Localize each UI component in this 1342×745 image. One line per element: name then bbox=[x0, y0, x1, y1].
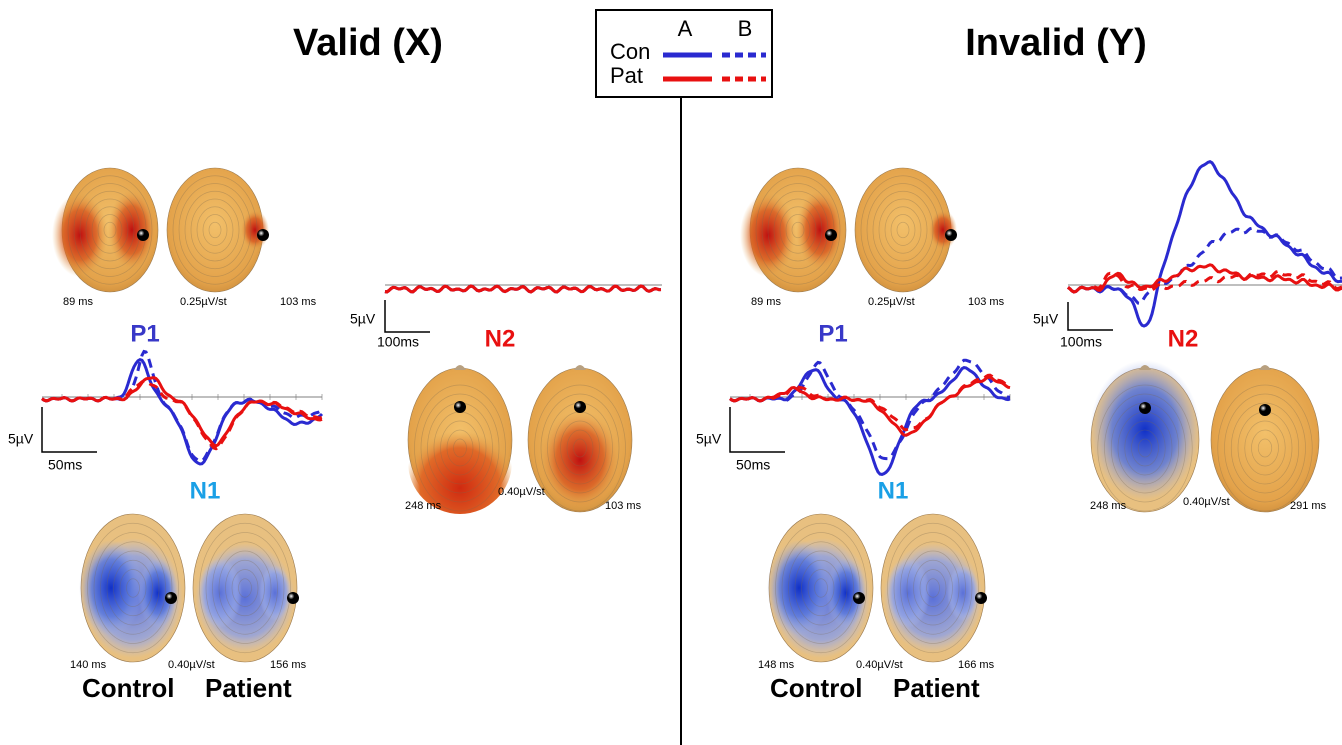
latency: 166 ms bbox=[958, 659, 995, 671]
component-label: P1 bbox=[818, 320, 847, 347]
scalp-map bbox=[1211, 368, 1319, 512]
scalp-activity bbox=[796, 190, 844, 270]
scalp-activity bbox=[108, 190, 156, 270]
latency: 156 ms bbox=[270, 659, 307, 671]
latency: 148 ms bbox=[758, 659, 795, 671]
nose bbox=[574, 365, 586, 370]
latency: 103 ms bbox=[280, 296, 317, 308]
electrode bbox=[137, 229, 149, 241]
electrode bbox=[1259, 404, 1271, 416]
component-label: P1 bbox=[130, 320, 159, 347]
waveform bbox=[730, 375, 1010, 430]
latency: 89 ms bbox=[751, 296, 781, 308]
nose bbox=[1259, 365, 1271, 370]
waveform bbox=[1068, 162, 1342, 326]
group-label: Patient bbox=[205, 673, 292, 703]
electrode bbox=[1139, 402, 1151, 414]
legend-column: B bbox=[738, 16, 753, 41]
scale-time: 100ms bbox=[1060, 334, 1102, 350]
panel: Invalid (Y) 89 ms 103 ms 0.25µV/st P1 5µV 50ms… bbox=[696, 22, 1342, 703]
panel: Valid (X) 89 ms 103 ms 0.25µV/st P1 5µV 50ms N1… bbox=[8, 22, 662, 703]
latency: 89 ms bbox=[63, 296, 93, 308]
scale-amplitude: 5µV bbox=[696, 431, 722, 447]
component-label: N2 bbox=[485, 325, 516, 352]
scale-bar bbox=[42, 407, 97, 452]
electrode bbox=[287, 592, 299, 604]
figure: A B Con Pat Valid (X) 89 ms 103 ms 0.25µV/s… bbox=[0, 0, 1342, 745]
map-scale: 0.25µV/st bbox=[868, 296, 915, 308]
scalp-activity bbox=[408, 410, 512, 514]
scale-bar bbox=[385, 300, 430, 332]
scale-time: 100ms bbox=[377, 334, 419, 350]
scalp-activity bbox=[259, 565, 291, 621]
electrode bbox=[853, 592, 865, 604]
group-label: Control bbox=[82, 673, 174, 703]
waveform bbox=[730, 360, 1010, 458]
component-label: N1 bbox=[190, 477, 221, 504]
map-scale: 0.40µV/st bbox=[856, 659, 903, 671]
component-label: N1 bbox=[878, 477, 909, 504]
legend-column: A bbox=[678, 16, 693, 41]
scale-amplitude: 5µV bbox=[8, 431, 34, 447]
group-label: Control bbox=[770, 673, 862, 703]
scale-time: 50ms bbox=[736, 457, 770, 473]
waveform bbox=[730, 368, 1010, 475]
legend-row: Con bbox=[610, 39, 650, 64]
latency: 248 ms bbox=[1090, 500, 1127, 512]
scale-bar bbox=[1068, 302, 1113, 330]
legend: A B Con Pat bbox=[596, 10, 772, 97]
panel-title: Valid (X) bbox=[293, 22, 443, 64]
scalp-activity bbox=[947, 565, 979, 621]
waveform bbox=[730, 377, 1010, 435]
waveform bbox=[42, 360, 322, 464]
electrode bbox=[945, 229, 957, 241]
electrode bbox=[975, 592, 987, 604]
scale-bar bbox=[730, 407, 785, 452]
electrode bbox=[574, 401, 586, 413]
scale-time: 50ms bbox=[48, 457, 82, 473]
group-label: Patient bbox=[893, 673, 980, 703]
latency: 248 ms bbox=[405, 500, 442, 512]
electrode bbox=[257, 229, 269, 241]
map-scale: 0.40µV/st bbox=[168, 659, 215, 671]
latency: 291 ms bbox=[1290, 500, 1327, 512]
legend-row: Pat bbox=[610, 63, 643, 88]
nose bbox=[454, 365, 466, 370]
scale-amplitude: 5µV bbox=[1033, 311, 1059, 327]
latency: 103 ms bbox=[968, 296, 1005, 308]
latency: 103 ms bbox=[605, 500, 642, 512]
latency: 140 ms bbox=[70, 659, 107, 671]
scale-amplitude: 5µV bbox=[350, 311, 376, 327]
map-scale: 0.25µV/st bbox=[180, 296, 227, 308]
map-scale: 0.40µV/st bbox=[1183, 496, 1230, 508]
electrode bbox=[165, 592, 177, 604]
electrode bbox=[454, 401, 466, 413]
map-scale: 0.40µV/st bbox=[498, 486, 545, 498]
component-label: N2 bbox=[1168, 325, 1199, 352]
waveform bbox=[42, 378, 322, 446]
panel-title: Invalid (Y) bbox=[965, 22, 1147, 64]
electrode bbox=[825, 229, 837, 241]
